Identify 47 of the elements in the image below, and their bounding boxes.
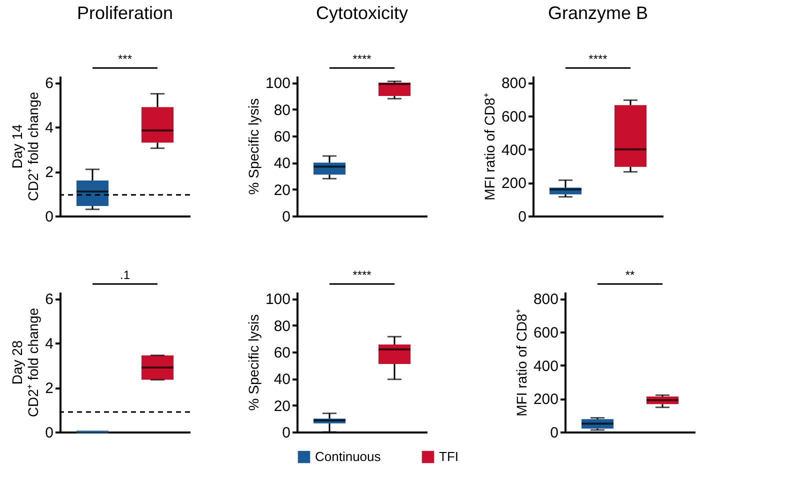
y-tick-label: 200 [533,391,558,408]
text: **** [352,52,372,66]
y-tick-label: 20 [274,398,290,415]
y-tick-label: 600 [501,108,526,126]
y-tick-label: 200 [501,175,526,192]
y-tick-label: 400 [533,358,558,375]
y-tick-label: 20 [274,182,290,199]
y-axis-title: Day 28 CD2⁺ fold change [9,308,42,418]
chart-title: Cytotoxicity [316,3,408,23]
text: **** [352,268,372,282]
y-tick-label: 100 [265,291,290,308]
y-tick-label: 80 [274,318,290,335]
y-tick-label: 800 [533,291,558,308]
y-tick-label: 0 [45,208,54,226]
y-tick-label: 40 [274,371,290,388]
y-tick-label: 400 [501,142,526,159]
legend-label: Continuous [315,449,382,464]
y-tick-label: 6 [45,75,54,92]
y-tick-label: 80 [274,102,290,119]
y-tick-label: 100 [265,75,290,92]
y-axis-title: % Specific lysis [245,314,262,411]
y-axis-title: % Specific lysis [245,98,262,195]
y-tick-label: 0 [45,424,54,442]
y-tick-label: 6 [45,291,54,308]
y-axis-title: Day 14 CD2⁺ fold change [9,92,42,202]
y-tick-label: 0 [282,208,290,226]
text: *** [118,52,132,66]
text: .1 [120,268,130,282]
text: **** [588,52,608,66]
y-tick-label: 0 [518,208,526,226]
y-tick-label: 600 [533,324,558,342]
y-tick-label: 2 [45,164,54,182]
y-tick-label: 60 [274,128,290,146]
chart-title: Granzyme B [548,3,648,23]
y-tick-label: 60 [274,344,290,362]
y-tick-label: 4 [45,336,54,353]
y-tick-label: 2 [45,380,54,398]
y-tick-label: 800 [501,75,526,92]
legend-label: TFI [439,449,458,464]
y-axis-title: MFI ratio of CD8⁺ [481,92,498,200]
y-tick-label: 4 [45,120,54,137]
text: ** [625,268,635,282]
chart-title: Proliferation [76,3,174,23]
y-tick-label: 0 [282,424,290,442]
y-tick-label: 0 [550,424,558,442]
y-tick-label: 40 [274,155,290,172]
y-axis-title: MFI ratio of CD8⁺ [513,308,530,416]
